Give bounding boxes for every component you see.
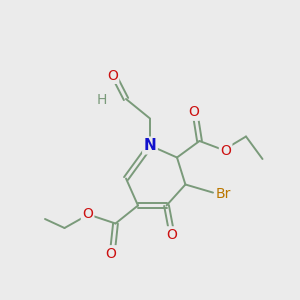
Text: Br: Br: [215, 187, 231, 200]
Text: O: O: [106, 247, 116, 260]
Text: O: O: [107, 69, 118, 82]
Text: N: N: [144, 138, 156, 153]
Text: O: O: [166, 228, 177, 242]
Text: O: O: [188, 106, 199, 119]
Text: O: O: [82, 208, 93, 221]
Text: H: H: [97, 94, 107, 107]
Text: O: O: [220, 144, 231, 158]
